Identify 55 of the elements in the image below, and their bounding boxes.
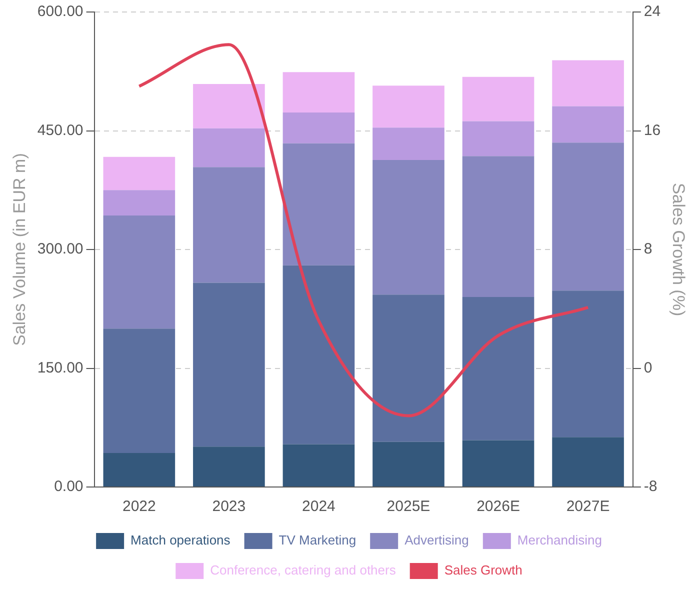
legend-label: Sales Growth	[444, 562, 522, 578]
bar	[193, 446, 265, 486]
bar	[462, 121, 534, 156]
bar	[103, 452, 176, 486]
bar	[372, 128, 444, 160]
bar	[282, 444, 355, 486]
x-tick-label: 2027E	[566, 498, 610, 516]
bar	[552, 142, 624, 291]
bar	[193, 84, 265, 128]
y2-tick-label: 16	[644, 122, 661, 139]
y-tick-label: 150.00	[37, 359, 84, 376]
bar	[552, 290, 624, 438]
legend-label: Match operations	[130, 532, 231, 548]
legend-label: Merchandising	[517, 532, 602, 548]
bar	[462, 156, 534, 297]
y2-axis-title: Sales Growth (%)	[669, 182, 688, 316]
y-tick-label: 600.00	[37, 3, 84, 20]
bar	[282, 112, 355, 144]
bar	[193, 167, 265, 283]
line-series	[138, 43, 590, 418]
x-tick-label: 2025E	[386, 498, 430, 516]
y-tick-label: 0.00	[54, 478, 84, 496]
bar	[193, 128, 265, 168]
y2-tick-label: 0	[644, 359, 652, 376]
legend-label: Advertising	[404, 532, 469, 548]
bar	[103, 215, 176, 329]
bar	[372, 86, 444, 128]
bar	[103, 328, 176, 453]
y2-tick-label: -8	[644, 478, 658, 496]
bar	[372, 294, 444, 442]
x-tick-label: 2024	[302, 498, 336, 516]
bar	[462, 297, 534, 440]
bar	[462, 440, 534, 486]
y-tick-label: 300.00	[37, 240, 84, 258]
bar	[372, 442, 444, 486]
bar	[372, 160, 444, 295]
x-tick-label: 2022	[122, 498, 156, 516]
bar	[462, 76, 534, 122]
bar	[282, 143, 355, 266]
y2-tick-label: 24	[644, 3, 661, 20]
bar	[282, 72, 355, 113]
y-axis-title: Sales Volume (in EUR m)	[10, 153, 29, 346]
bar	[552, 60, 624, 106]
bar	[193, 282, 265, 447]
legend-label: TV Marketing	[278, 532, 356, 548]
y-tick-label: 450.00	[37, 122, 84, 139]
x-tick-label: 2023	[212, 498, 246, 516]
y2-tick-label: 8	[644, 240, 652, 258]
bar	[552, 106, 624, 143]
bar	[282, 265, 355, 444]
bar	[103, 190, 176, 216]
legend-label: Conference, catering and others	[210, 562, 396, 578]
x-tick-label: 2026E	[476, 498, 520, 516]
bar	[103, 156, 176, 190]
bar	[552, 437, 624, 486]
